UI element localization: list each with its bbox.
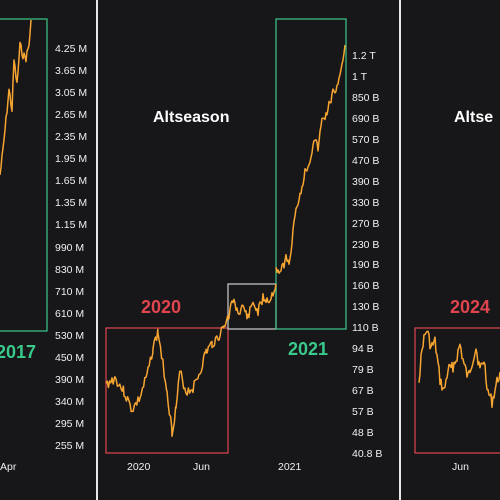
panel-divider-right — [399, 0, 401, 500]
year-label-2020: 2020 — [141, 297, 182, 317]
headline-altseason: Altseason — [153, 109, 230, 126]
y-tick-label: 1.65 M — [55, 175, 88, 188]
y-tick-label: 830 M — [55, 263, 85, 276]
y-tick-label: 610 M — [55, 307, 85, 320]
year-label-2017: 2017 — [0, 342, 37, 362]
y-tick-label: 110 B — [352, 322, 379, 335]
y-tick-label: 1.15 M — [55, 219, 88, 232]
y-tick-label: 1.95 M — [55, 153, 88, 166]
y-tick-label: 295 M — [55, 417, 85, 430]
year-label-2021: 2021 — [288, 339, 329, 359]
y-tick-label: 530 M — [55, 329, 85, 342]
price-line-2017 — [0, 19, 32, 175]
y-tick-label: 850 B — [352, 91, 380, 104]
y-tick-label: 2.35 M — [55, 131, 88, 144]
y-tick-label: 255 M — [55, 440, 85, 452]
y-tick-label: 340 M — [55, 395, 85, 408]
x-tick-label: 2021 — [278, 461, 302, 473]
y-tick-label: 1 T — [352, 70, 367, 83]
y-tick-label: 160 B — [352, 280, 380, 293]
y-tick-label: 230 B — [352, 238, 380, 251]
y-tick-label: 1.2 T — [352, 50, 376, 62]
x-tick-label: 2020 — [127, 461, 151, 473]
y-tick-label: 710 M — [55, 285, 85, 298]
y-tick-label: 1.35 M — [55, 197, 88, 210]
highlight-box-2017 — [0, 18, 48, 332]
y-tick-label: 79 B — [352, 364, 374, 377]
y-tick-label: 570 B — [352, 133, 380, 146]
panel-divider-left — [96, 0, 98, 500]
price-line-2020 — [105, 315, 229, 438]
year-label-2024: 2024 — [450, 297, 491, 317]
highlight-box-2021 — [275, 18, 347, 330]
y-tick-label: 470 B — [352, 154, 380, 167]
y-tick-label: 450 M — [55, 351, 85, 364]
y-tick-label: 130 B — [352, 301, 380, 314]
y-tick-label: 390 B — [352, 175, 380, 188]
y-tick-label: 3.65 M — [55, 65, 88, 78]
price-line-transition — [227, 283, 277, 321]
y-tick-label: 40.8 B — [352, 448, 383, 460]
y-tick-label: 67 B — [352, 385, 374, 398]
x-tick-label: Apr — [0, 461, 17, 473]
y-tick-label: 330 B — [352, 196, 380, 209]
x-tick-label: Jun — [193, 461, 210, 473]
price-line-2024 — [418, 330, 500, 409]
y-tick-label: 690 B — [352, 112, 380, 125]
x-tick-label: Jun — [452, 461, 469, 473]
y-tick-label: 94 B — [352, 343, 374, 356]
y-tick-label: 990 M — [55, 241, 85, 254]
y-tick-label: 2.65 M — [55, 109, 88, 122]
y-tick-label: 48 B — [352, 427, 374, 440]
y-tick-label: 57 B — [352, 406, 374, 419]
y-tick-label: 270 B — [352, 217, 380, 230]
price-line-2021 — [275, 44, 346, 274]
y-tick-label: 190 B — [352, 259, 380, 272]
y-tick-label: 3.05 M — [55, 87, 88, 100]
y-tick-label: 390 M — [55, 373, 85, 386]
highlight-box-2024 — [414, 327, 500, 454]
y-tick-label: 4.25 M — [55, 43, 88, 55]
headline-altseason-cropped: Altse — [454, 109, 494, 126]
highlight-box-2020 — [105, 327, 229, 454]
